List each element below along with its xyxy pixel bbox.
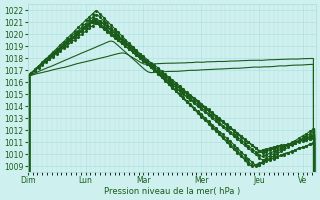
X-axis label: Pression niveau de la mer( hPa ): Pression niveau de la mer( hPa ) (104, 187, 240, 196)
